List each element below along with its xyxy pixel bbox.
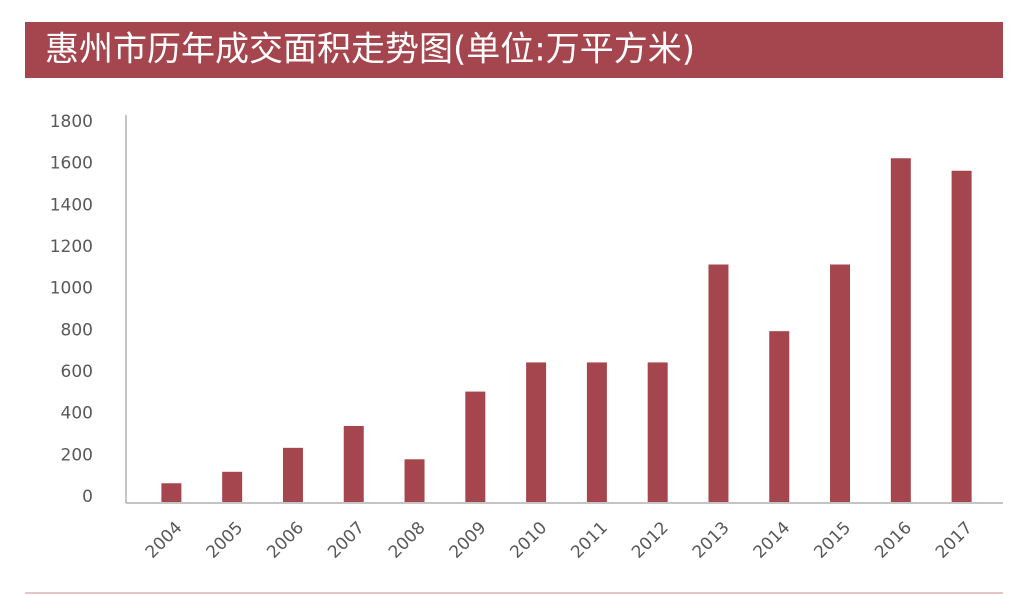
y-tick-label: 0	[82, 487, 93, 507]
bar	[951, 170, 972, 502]
bar	[586, 362, 607, 502]
y-tick-label: 800	[61, 320, 93, 340]
bar	[526, 362, 547, 502]
y-tick-label: 1600	[50, 154, 93, 174]
bar	[647, 362, 668, 502]
bar	[404, 459, 425, 502]
x-tick-label: 2013	[689, 518, 734, 563]
chart-title: 惠州市历年成交面积走势图(单位:万平方米)	[45, 30, 695, 70]
bar	[222, 471, 243, 502]
x-tick-label: 2014	[750, 518, 795, 563]
x-tick-label: 2010	[506, 518, 551, 563]
x-tick-label: 2007	[324, 518, 369, 563]
bar	[465, 391, 486, 502]
y-tick-label: 1200	[50, 237, 93, 257]
bar	[282, 447, 303, 502]
bar	[830, 264, 851, 502]
x-tick-label: 2017	[932, 518, 977, 563]
x-tick-label: 2006	[263, 518, 308, 563]
x-tick-label: 2016	[871, 518, 916, 563]
bar	[343, 425, 364, 502]
x-tick-label: 2008	[385, 518, 430, 563]
y-tick-label: 1800	[50, 112, 93, 132]
bar	[161, 483, 182, 502]
y-tick-label: 1400	[50, 195, 93, 215]
y-tick-label: 400	[61, 404, 93, 424]
bar	[769, 331, 790, 502]
title-banner	[25, 22, 1003, 78]
x-tick-label: 2015	[810, 518, 855, 563]
y-tick-label: 200	[61, 445, 93, 465]
x-tick-label: 2005	[203, 518, 248, 563]
bar	[708, 264, 729, 502]
x-tick-label: 2012	[628, 518, 673, 563]
x-tick-label: 2009	[446, 518, 491, 563]
x-tick-label: 2011	[567, 518, 612, 563]
y-tick-label: 1000	[50, 279, 93, 299]
y-tick-label: 600	[61, 362, 93, 382]
bar	[890, 158, 911, 502]
x-tick-label: 2004	[142, 518, 187, 563]
